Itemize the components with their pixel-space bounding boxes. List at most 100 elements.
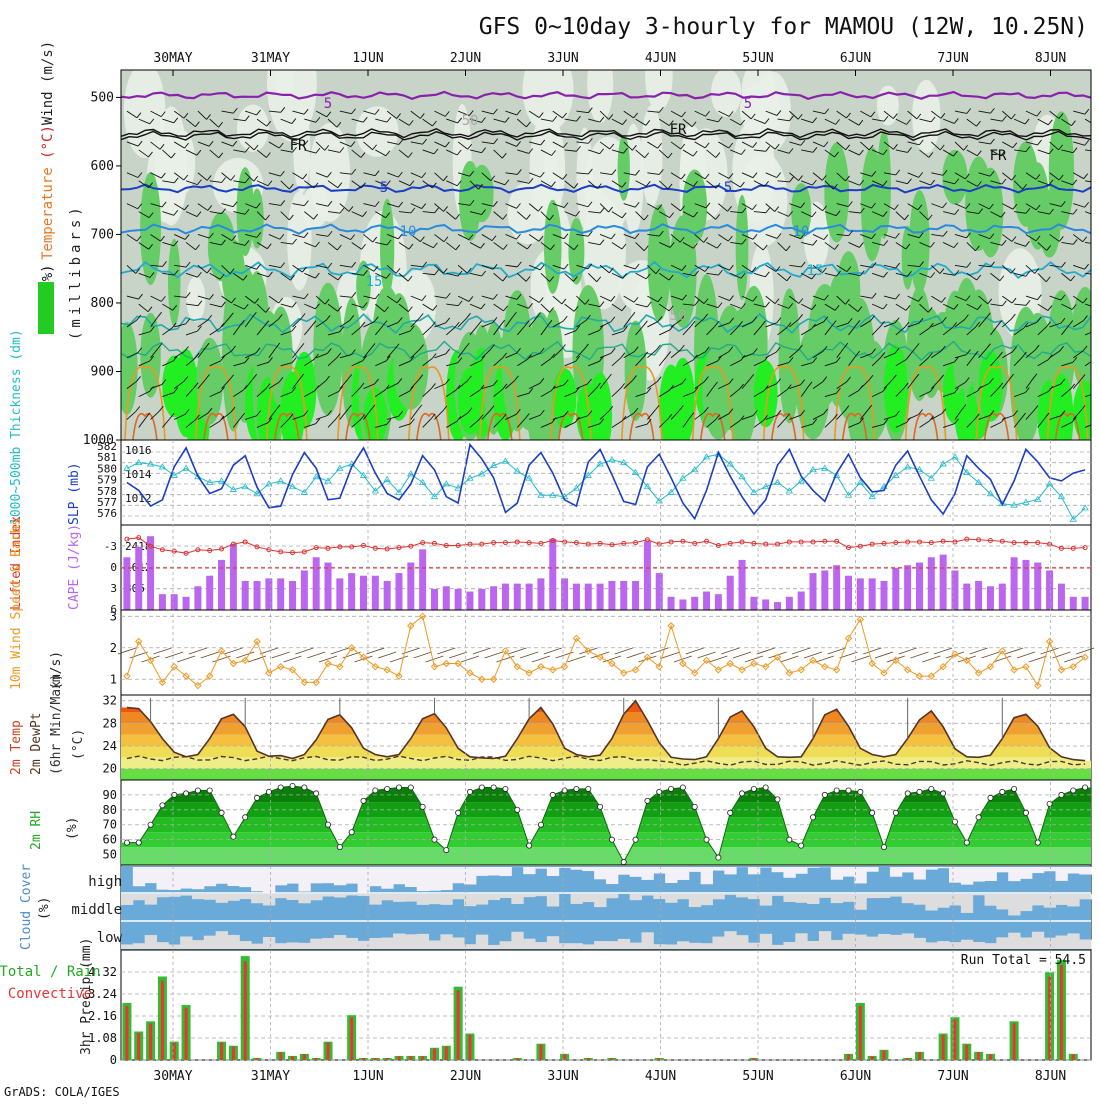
cloud-gap-low bbox=[121, 944, 133, 949]
cloud-gap-high bbox=[689, 867, 701, 872]
cape-bar bbox=[715, 594, 722, 610]
cloud-gap-low bbox=[594, 941, 606, 949]
cloud-gap-middle bbox=[156, 894, 168, 897]
cloud-gap-low bbox=[819, 931, 831, 949]
cloud-gap-middle bbox=[973, 894, 985, 895]
cloud-gap-middle bbox=[925, 894, 937, 911]
cloud-gap-middle bbox=[535, 894, 547, 896]
cape-bar bbox=[774, 602, 781, 610]
cloud-gap-low bbox=[298, 943, 310, 949]
rh-point bbox=[597, 804, 602, 809]
rh-point bbox=[550, 792, 555, 797]
cloud-gap-middle bbox=[582, 894, 594, 902]
rh-dry-patch bbox=[641, 105, 663, 207]
cloud-gap-high bbox=[783, 867, 795, 878]
cloud-gap-high bbox=[547, 867, 559, 876]
cape-bar bbox=[419, 549, 426, 610]
cloud-gap-high bbox=[914, 867, 926, 880]
cloud-gap-middle bbox=[1032, 894, 1044, 905]
cloud-gap-high bbox=[606, 867, 618, 884]
cloud-gap-high bbox=[523, 867, 535, 874]
cloud-gap-high bbox=[216, 867, 228, 884]
cloud-gap-high bbox=[630, 867, 642, 877]
cloud-gap-middle bbox=[369, 894, 381, 905]
rh-point bbox=[278, 785, 283, 790]
cloud-gap-middle bbox=[843, 894, 855, 902]
precip-conv-bar bbox=[445, 1046, 448, 1060]
contour-label: 5 bbox=[744, 96, 752, 112]
rh-point bbox=[574, 786, 579, 791]
cloud-gap-high bbox=[204, 867, 216, 886]
cloud-gap-middle bbox=[239, 894, 251, 899]
precip-panel: 4.323.242.161.080 Total / Rain Convectiv… bbox=[0, 938, 1091, 1067]
wind-barb-flag bbox=[1095, 120, 1099, 125]
cape-bar bbox=[597, 584, 604, 610]
cloud-gap-high bbox=[251, 867, 263, 891]
rh-point bbox=[1059, 792, 1064, 797]
cape-bar bbox=[904, 565, 911, 610]
rh-point bbox=[207, 788, 212, 793]
cape-bar bbox=[455, 589, 462, 610]
cloud-gap-middle bbox=[819, 894, 831, 898]
cloud-gap-high bbox=[452, 867, 464, 883]
cloud-gap-middle bbox=[748, 894, 760, 899]
cape-bar bbox=[537, 578, 544, 610]
rh-point bbox=[728, 810, 733, 815]
precip-conv-bar bbox=[752, 1058, 755, 1060]
cloud-gap-low bbox=[1032, 932, 1044, 949]
rh-point bbox=[172, 792, 177, 797]
precip-conv-bar bbox=[220, 1043, 223, 1060]
cloud-gap-low bbox=[689, 943, 701, 949]
cape-bar bbox=[183, 597, 190, 610]
cloud-gap-low bbox=[985, 943, 997, 949]
cape-bar bbox=[798, 592, 805, 610]
cloud-gap-high bbox=[227, 867, 239, 886]
cloud-gap-high bbox=[665, 867, 677, 883]
rh-point bbox=[385, 786, 390, 791]
cloud-gap-high bbox=[1032, 867, 1044, 873]
rh-point bbox=[361, 798, 366, 803]
cloud-gap-low bbox=[251, 944, 263, 949]
precip-conv-bar bbox=[918, 1052, 921, 1060]
slp-label: SLP (mb) bbox=[67, 462, 82, 525]
cloud-gap-high bbox=[1044, 867, 1056, 871]
li-tick: 0 bbox=[110, 561, 117, 574]
cloud-gap-middle bbox=[1044, 894, 1056, 908]
cloud-gap-middle bbox=[476, 894, 488, 905]
cloud-gap-high bbox=[133, 867, 145, 886]
pressure-tick-label: 500 bbox=[91, 90, 114, 105]
cape-bar bbox=[869, 578, 876, 610]
cloud-gap-low bbox=[878, 934, 890, 949]
cloud-gap-middle bbox=[677, 894, 689, 899]
cloud-gap-high bbox=[559, 867, 571, 868]
precip-conv-bar bbox=[563, 1054, 566, 1060]
precip-conv-bar bbox=[374, 1058, 377, 1060]
rh-dry-patch bbox=[186, 276, 205, 321]
cloud-gap-middle bbox=[523, 894, 535, 897]
cloud-gap-high bbox=[594, 867, 606, 879]
wind-barb-flag bbox=[1095, 354, 1099, 359]
rh-point bbox=[219, 810, 224, 815]
precip-conv-bar bbox=[610, 1058, 613, 1060]
cloud-gap-low bbox=[724, 931, 736, 949]
rh-point bbox=[349, 830, 354, 835]
cloud-gap-middle bbox=[334, 894, 346, 897]
cape-bar bbox=[644, 541, 651, 610]
cloud-gap-low bbox=[996, 937, 1008, 949]
cape-bar bbox=[230, 544, 237, 610]
rh-point bbox=[787, 837, 792, 842]
cloud-gap-middle bbox=[145, 894, 157, 905]
cape-bar bbox=[892, 568, 899, 610]
cape-bar bbox=[384, 581, 391, 610]
cape-bar bbox=[466, 592, 473, 610]
date-label-top: 4JUN bbox=[645, 51, 676, 66]
precip-conv-bar bbox=[859, 1006, 862, 1060]
temp-units: (°C) bbox=[71, 729, 86, 760]
cloud-gap-low bbox=[156, 942, 168, 949]
cloud-gap-high bbox=[346, 867, 358, 884]
wind-barb-flag bbox=[1096, 418, 1100, 423]
cloud-gap-low bbox=[1056, 936, 1068, 949]
cloud-gap-middle bbox=[937, 894, 949, 908]
cape-bar bbox=[833, 565, 840, 610]
precip-conv-bar bbox=[1013, 1023, 1016, 1060]
